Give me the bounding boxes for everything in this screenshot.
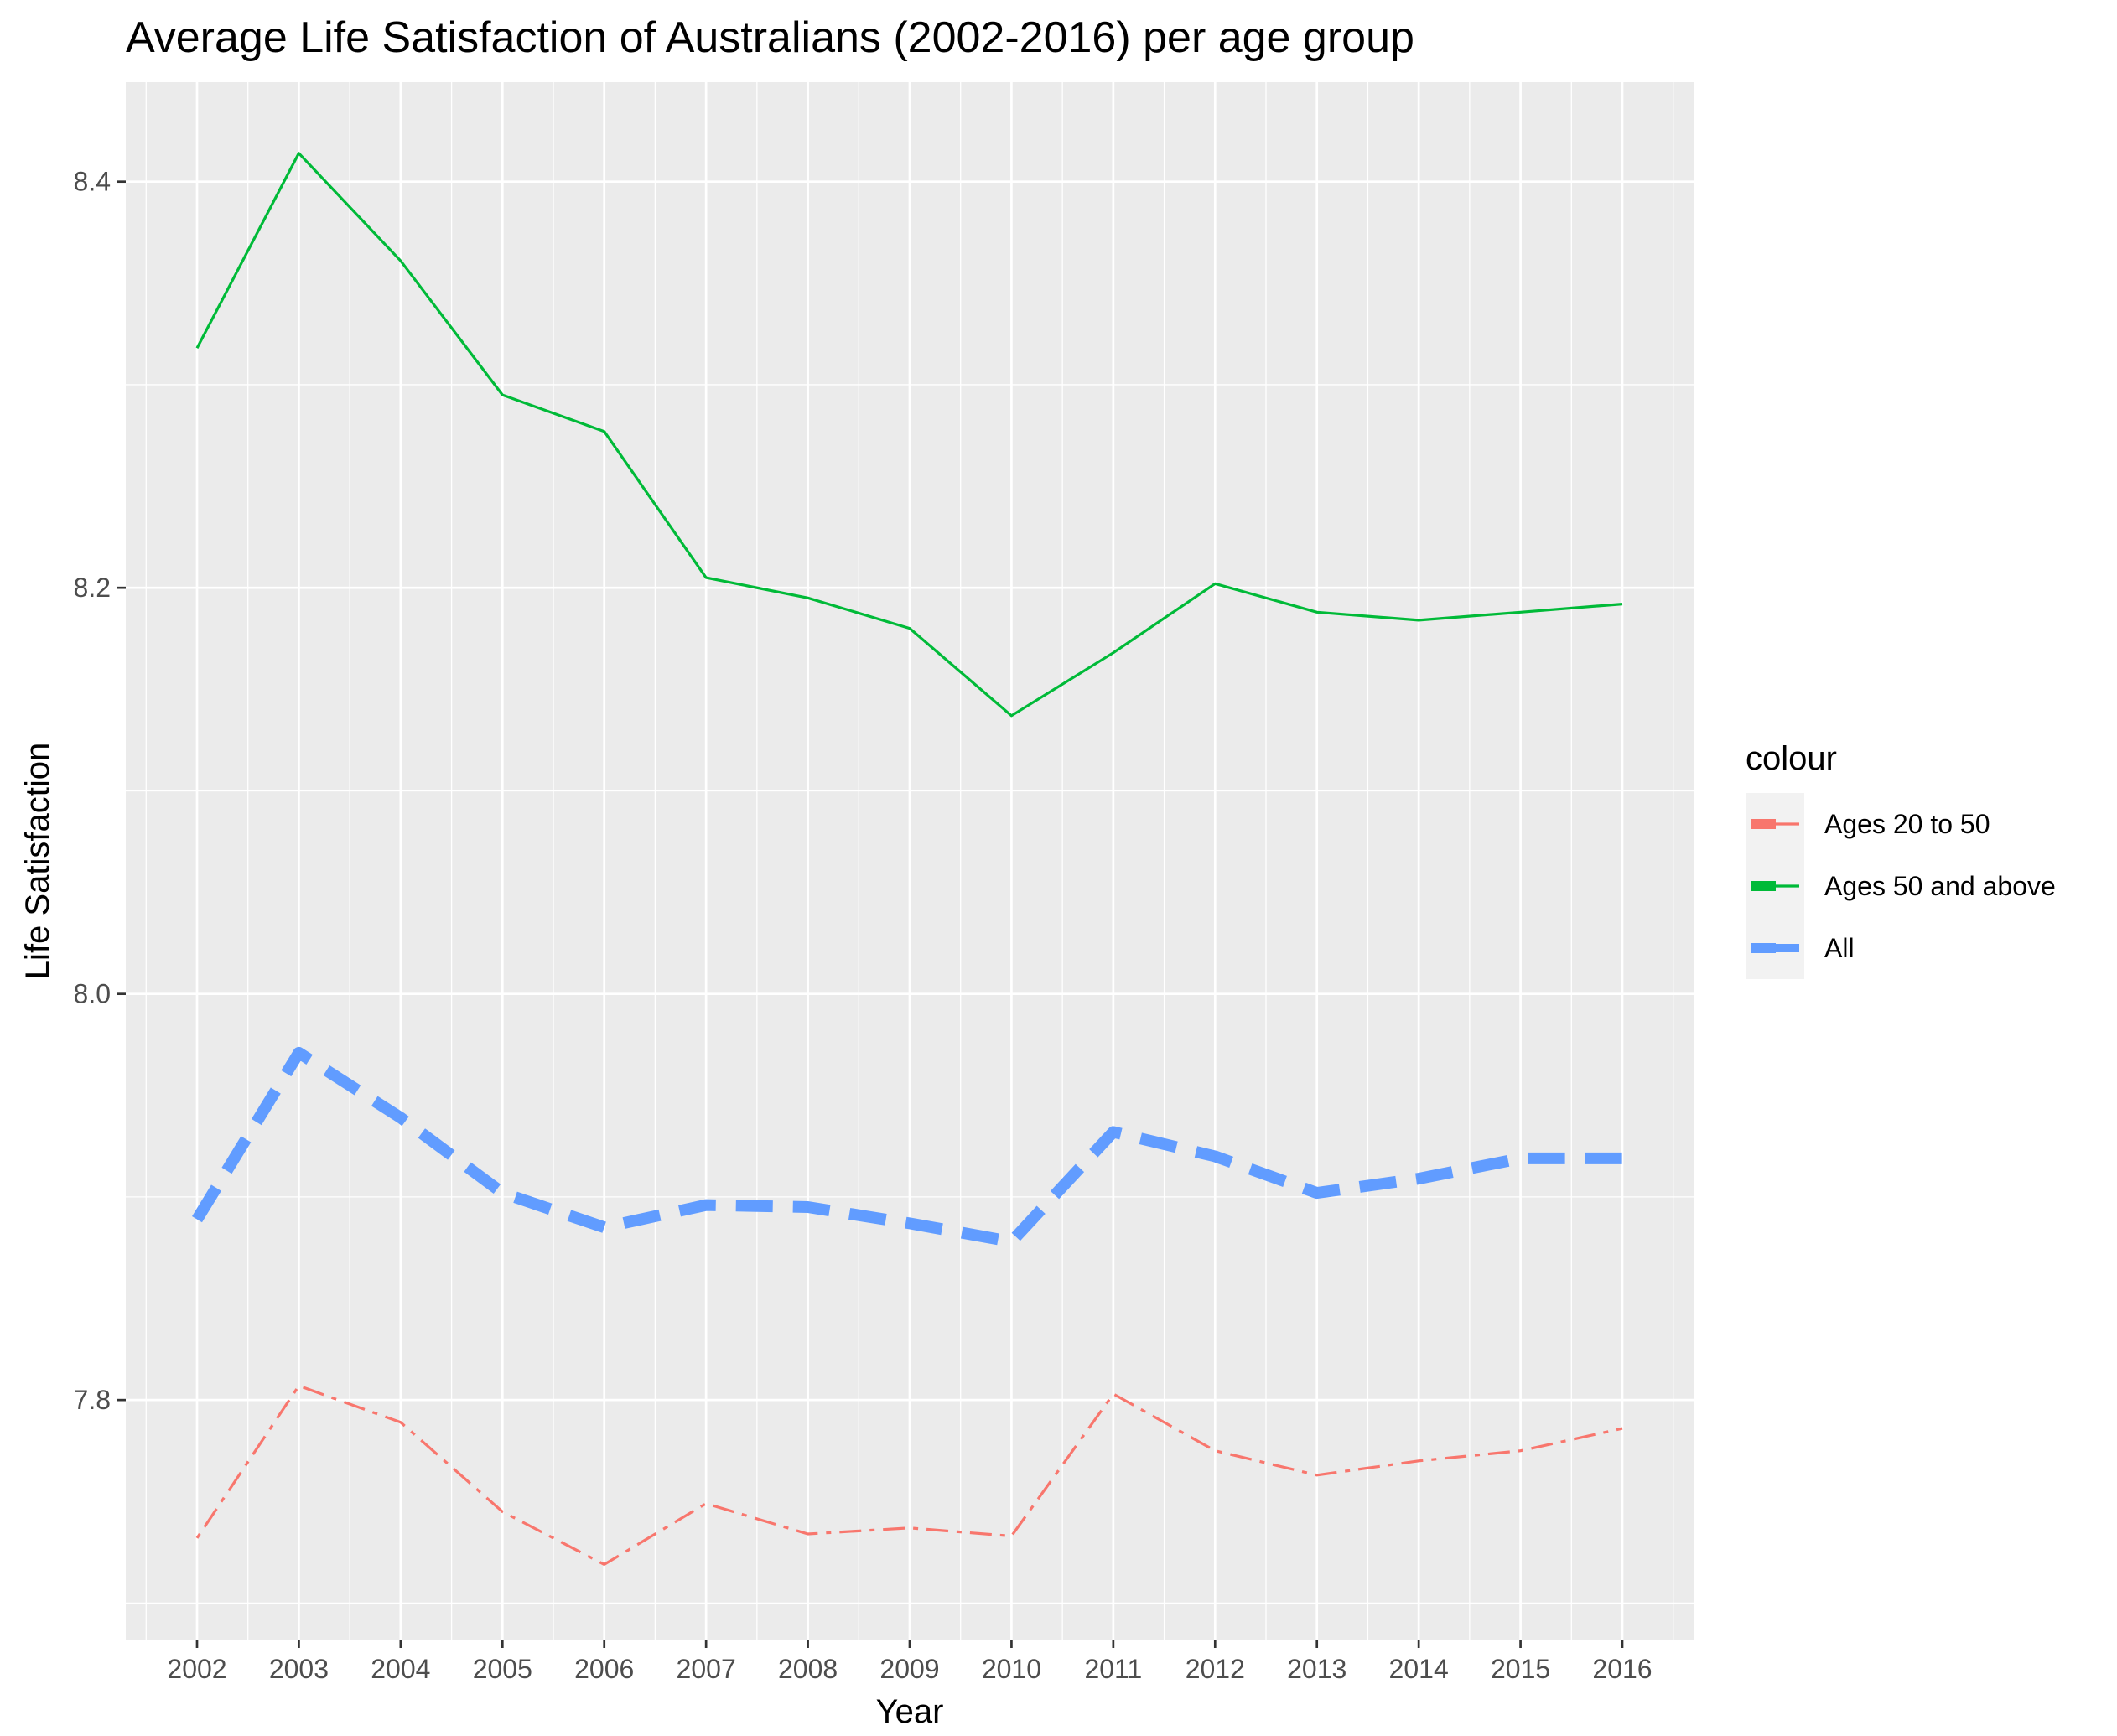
x-axis-title: Year [876,1693,944,1730]
x-tick-label: 2009 [879,1654,939,1684]
legend-key-swatch [1751,881,1776,891]
x-tick-label: 2008 [778,1654,838,1684]
grid-lines [126,82,1694,1640]
x-tick-label: 2007 [677,1654,736,1684]
legend-label: Ages 50 and above [1824,871,2056,901]
y-tick-label: 8.2 [74,573,111,603]
chart-title: Average Life Satisfaction of Australians… [126,13,1414,62]
series-line-1 [195,152,1623,718]
series-line-2 [192,1046,1622,1248]
x-tick-label: 2006 [574,1654,634,1684]
y-tick-label: 8.4 [74,167,111,197]
legend-key-swatch [1751,943,1776,953]
series-lines [192,152,1623,1567]
y-tick-label: 8.0 [74,979,111,1009]
axes: 2002 2003 2004 2005 2006 2007 2008 2009 2010 2011… [74,167,1653,1684]
legend-items: Ages 20 to 50 Ages 50 and above All [1746,793,2056,979]
x-tick-label: 2004 [371,1654,430,1684]
legend-label: All [1824,933,1855,963]
legend: colour Ages 20 to 50 Ages 50 and above All [1746,740,2056,979]
x-tick-label: 2010 [982,1654,1041,1684]
x-tick-label: 2005 [473,1654,532,1684]
x-tick-label: 2014 [1389,1654,1449,1684]
x-tick-label: 2013 [1287,1654,1346,1684]
x-tick-label: 2012 [1186,1654,1245,1684]
y-axis-title: Life Satisfaction [19,743,56,979]
legend-title: colour [1746,740,1837,777]
x-tick-label: 2015 [1491,1654,1550,1684]
x-tick-label: 2011 [1084,1654,1142,1684]
x-tick-label: 2016 [1592,1654,1652,1684]
legend-key-swatch [1751,819,1776,829]
y-tick-label: 7.8 [74,1385,111,1415]
x-tick-label: 2003 [269,1654,329,1684]
x-tick-label: 2002 [167,1654,226,1684]
legend-label: Ages 20 to 50 [1824,809,1990,839]
series-line-0 [195,1384,1623,1567]
